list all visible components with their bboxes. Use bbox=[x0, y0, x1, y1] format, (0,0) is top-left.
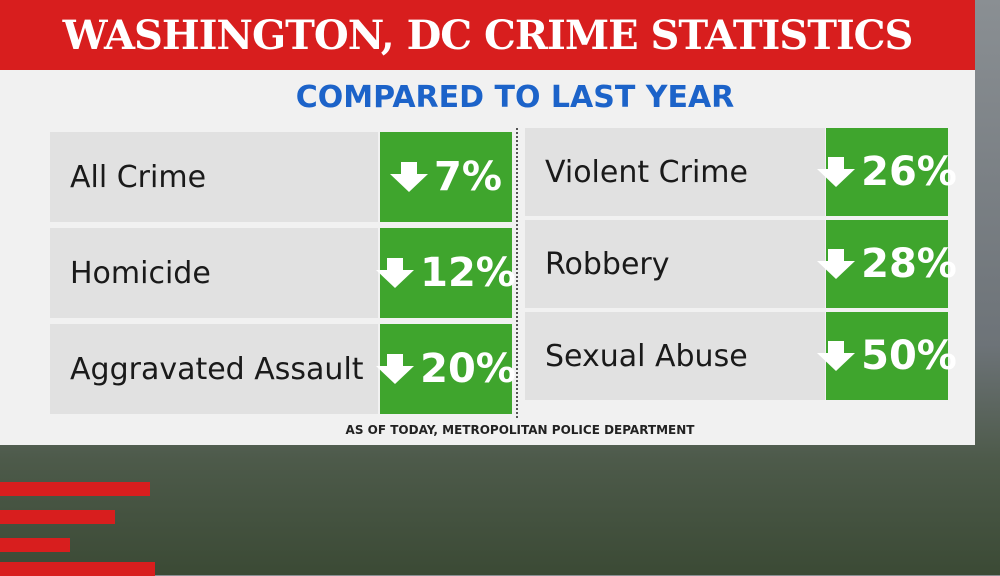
value-text: 28% bbox=[861, 241, 957, 287]
value-text: 26% bbox=[861, 149, 957, 195]
label-text: Robbery bbox=[545, 246, 670, 282]
value-text: 12% bbox=[420, 250, 516, 296]
row-label: Robbery bbox=[525, 220, 825, 308]
down-arrow bbox=[817, 249, 856, 279]
down-arrow bbox=[817, 157, 856, 187]
value-text: 7% bbox=[434, 154, 502, 200]
row-value: 28% bbox=[817, 220, 957, 308]
down-arrow bbox=[376, 354, 415, 384]
row-value: 20% bbox=[376, 324, 516, 414]
decor-stripe bbox=[0, 482, 150, 496]
down-arrow bbox=[390, 162, 429, 192]
down-arrow bbox=[817, 341, 856, 371]
label-text: Violent Crime bbox=[545, 154, 748, 190]
row-value: 7% bbox=[380, 132, 512, 222]
value-text: 20% bbox=[420, 346, 516, 392]
decor-stripe bbox=[0, 562, 155, 576]
label-text: Sexual Abuse bbox=[545, 338, 748, 374]
decor-stripe bbox=[0, 510, 115, 524]
label-text: All Crime bbox=[70, 159, 207, 195]
banner: WASHINGTON, DC CRIME STATISTICS bbox=[0, 0, 975, 70]
row-value: 26% bbox=[817, 128, 957, 216]
row-value: 50% bbox=[817, 312, 957, 400]
title: WASHINGTON, DC CRIME STATISTICS bbox=[62, 12, 914, 59]
footer: AS OF TODAY, METROPOLITAN POLICE DEPARTM… bbox=[345, 423, 695, 437]
label-text: Aggravated Assault bbox=[70, 351, 364, 387]
row-label: Homicide bbox=[50, 228, 378, 318]
down-arrow bbox=[376, 258, 415, 288]
row-label: All Crime bbox=[50, 132, 378, 222]
label-text: Homicide bbox=[70, 255, 211, 291]
subtitle: COMPARED TO LAST YEAR bbox=[295, 80, 735, 115]
row-label: Sexual Abuse bbox=[525, 312, 825, 400]
row-label: Violent Crime bbox=[525, 128, 825, 216]
decor-stripe bbox=[0, 538, 70, 552]
panel: WASHINGTON, DC CRIME STATISTICS COMPARED… bbox=[0, 0, 975, 445]
row-value: 12% bbox=[376, 228, 516, 318]
row-label: Aggravated Assault bbox=[50, 324, 378, 414]
divider bbox=[516, 128, 518, 418]
value-text: 50% bbox=[861, 333, 957, 379]
